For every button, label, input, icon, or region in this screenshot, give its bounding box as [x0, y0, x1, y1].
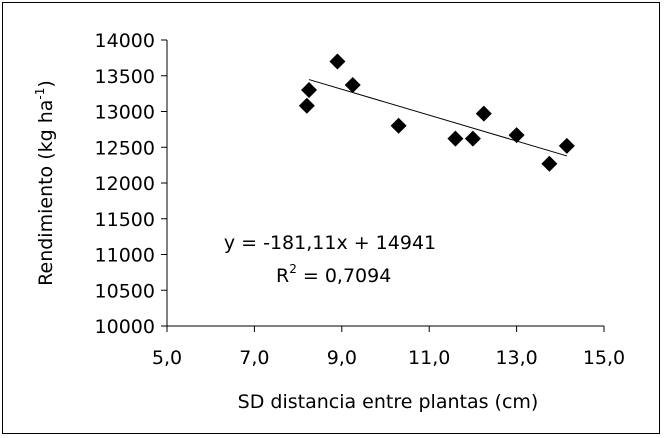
data-point: [390, 117, 407, 134]
data-point: [344, 77, 361, 94]
x-tick-group: 5,0 7,0 9,0 11,0 13,0 15,0: [152, 326, 625, 369]
data-point: [464, 130, 481, 147]
data-point: [541, 155, 558, 172]
chart-frame: [2, 2, 660, 434]
y-tick-label: 10500: [95, 280, 155, 302]
r2-prefix: R: [276, 265, 289, 287]
y-axis-label-main: Rendimiento (kg ha: [35, 100, 57, 286]
y-axis-label-close: ): [35, 80, 57, 87]
data-point: [447, 130, 464, 147]
y-tick-label: 13000: [95, 102, 155, 124]
y-axis-label: Rendimiento (kg ha-1): [33, 80, 57, 286]
x-tick-label: 13,0: [495, 347, 537, 369]
x-axis-label: SD distancia entre plantas (cm): [238, 391, 539, 413]
y-tick-label: 11000: [95, 245, 155, 267]
y-tick-label: 11500: [95, 209, 155, 231]
y-tick-label: 12500: [95, 137, 155, 159]
r-squared-label: R2 = 0,7094: [276, 262, 391, 287]
data-point: [298, 97, 315, 114]
y-tick-label: 10000: [95, 316, 155, 338]
y-tick-label: 13500: [95, 66, 155, 88]
y-tick-label: 12000: [95, 173, 155, 195]
r2-superscript: 2: [289, 262, 297, 276]
r2-value: = 0,7094: [297, 265, 391, 287]
x-tick-label: 11,0: [408, 347, 450, 369]
trendline: [308, 79, 567, 157]
x-tick-label: 9,0: [327, 347, 357, 369]
x-tick-label: 7,0: [239, 347, 269, 369]
data-point: [329, 53, 346, 70]
data-point: [558, 137, 575, 154]
trendline-group: [308, 79, 567, 157]
x-tick-label: 15,0: [583, 347, 625, 369]
data-point: [508, 127, 525, 144]
points-group: [298, 53, 575, 172]
x-tick-label: 5,0: [152, 347, 182, 369]
y-axis-label-sup: -1: [33, 88, 47, 100]
data-point: [301, 82, 318, 99]
data-point: [475, 105, 492, 122]
trend-equation: y = -181,11x + 14941: [224, 232, 436, 254]
y-tick-label: 14000: [95, 30, 155, 52]
y-tick-group: 10000 10500 11000 11500 12000 12500 13000 13500…: [95, 30, 167, 338]
